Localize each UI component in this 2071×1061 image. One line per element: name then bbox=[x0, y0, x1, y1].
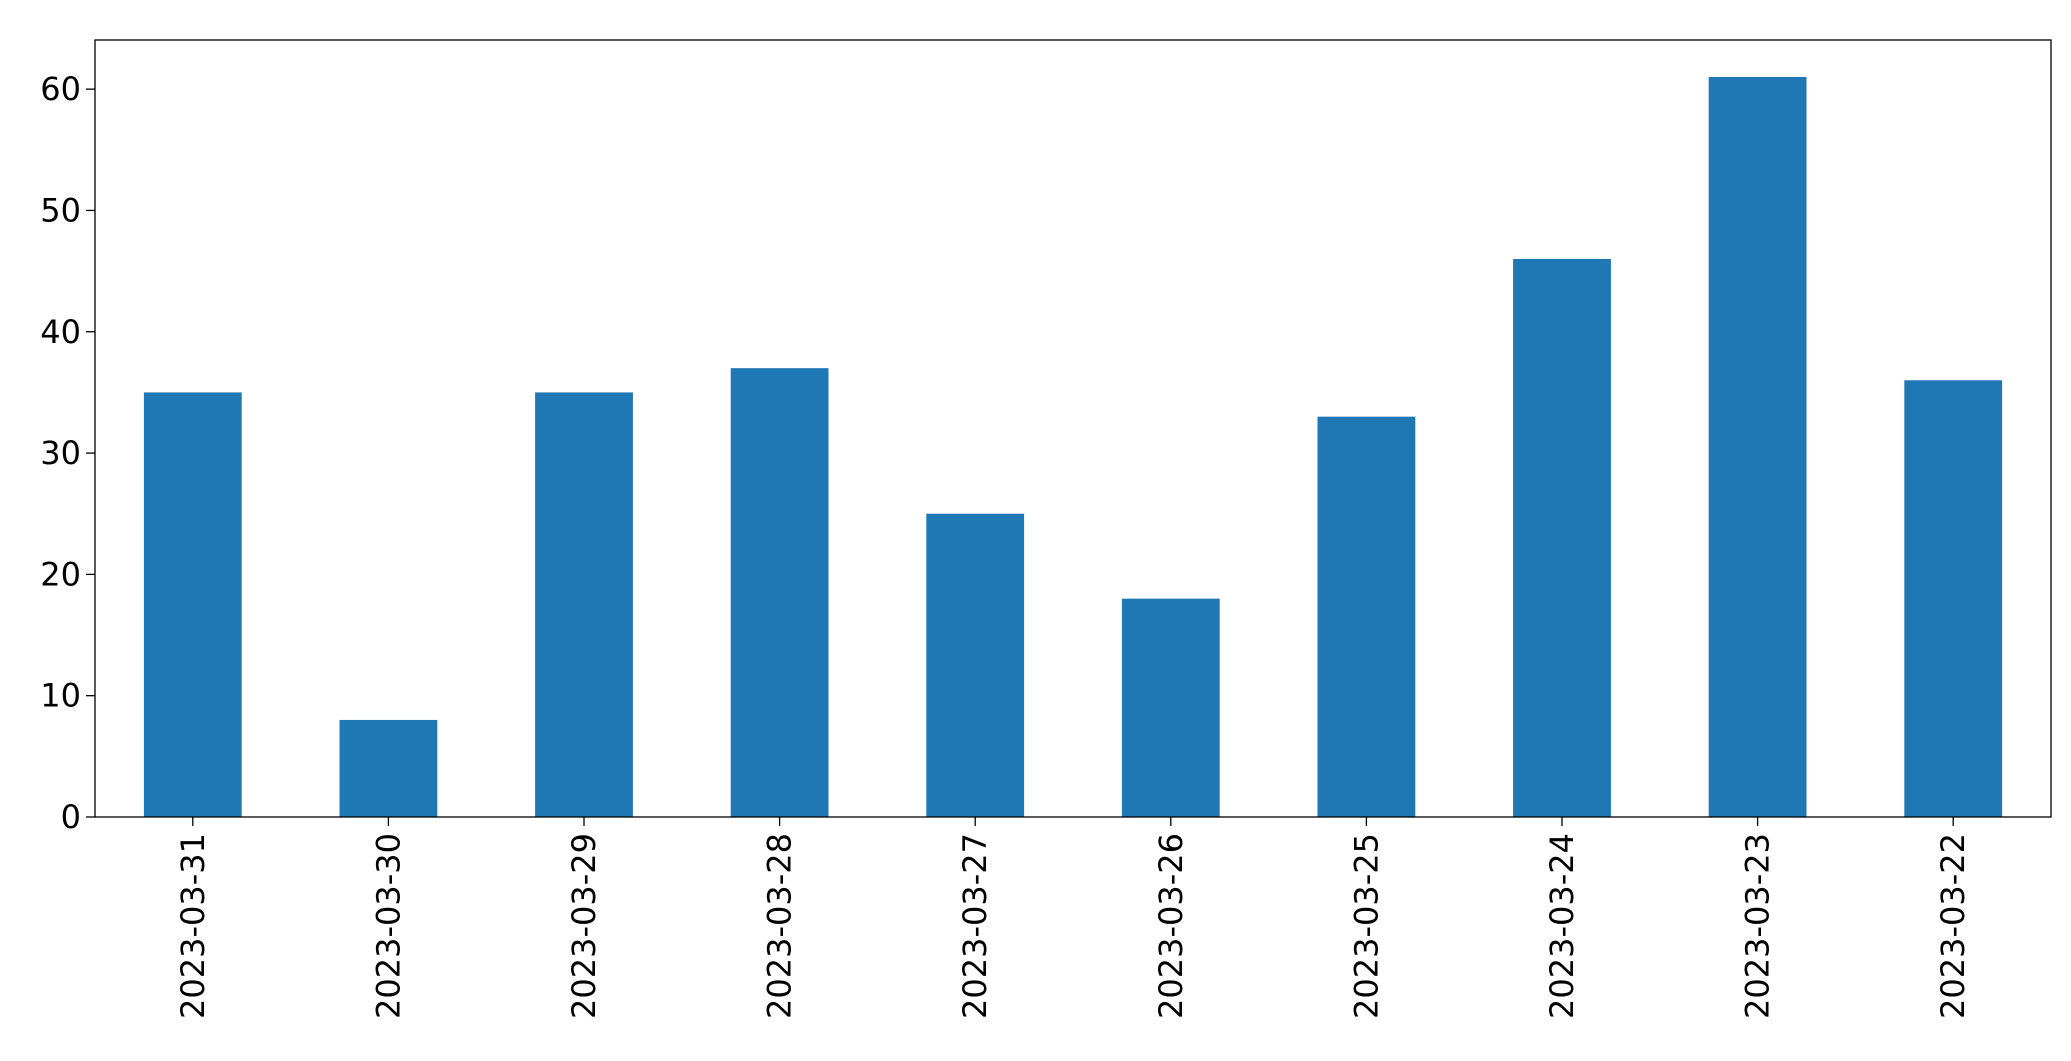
bar bbox=[1904, 380, 2003, 817]
bar bbox=[1121, 598, 1220, 817]
y-tick-label: 60 bbox=[40, 70, 81, 108]
bar bbox=[535, 392, 633, 817]
y-tick-label: 30 bbox=[40, 434, 81, 472]
bar bbox=[1317, 416, 1416, 817]
x-tick-label: 2023-03-22 bbox=[1934, 833, 1972, 1019]
plot-frame bbox=[94, 39, 2052, 818]
bar bbox=[1513, 258, 1611, 817]
x-tick-label: 2023-03-23 bbox=[1739, 833, 1777, 1019]
y-tick-label: 20 bbox=[40, 555, 81, 593]
x-tick-label: 2023-03-31 bbox=[174, 833, 212, 1019]
y-tick-label: 10 bbox=[40, 677, 81, 715]
x-tick-label: 2023-03-25 bbox=[1347, 833, 1385, 1019]
x-tick-label: 2023-03-29 bbox=[565, 833, 603, 1019]
bar bbox=[926, 513, 1025, 817]
bar bbox=[143, 392, 242, 817]
bar bbox=[730, 368, 829, 817]
x-tick-label: 2023-03-26 bbox=[1152, 833, 1190, 1019]
bar bbox=[339, 719, 438, 817]
x-tick-label: 2023-03-30 bbox=[369, 833, 407, 1019]
x-tick-label: 2023-03-27 bbox=[956, 833, 994, 1019]
x-tick-label: 2023-03-24 bbox=[1543, 833, 1581, 1019]
bar bbox=[1708, 77, 1807, 817]
x-tick-label: 2023-03-28 bbox=[761, 833, 799, 1019]
y-tick-label: 40 bbox=[40, 313, 81, 351]
y-tick-label: 50 bbox=[40, 191, 81, 229]
y-tick-label: 0 bbox=[61, 798, 81, 836]
